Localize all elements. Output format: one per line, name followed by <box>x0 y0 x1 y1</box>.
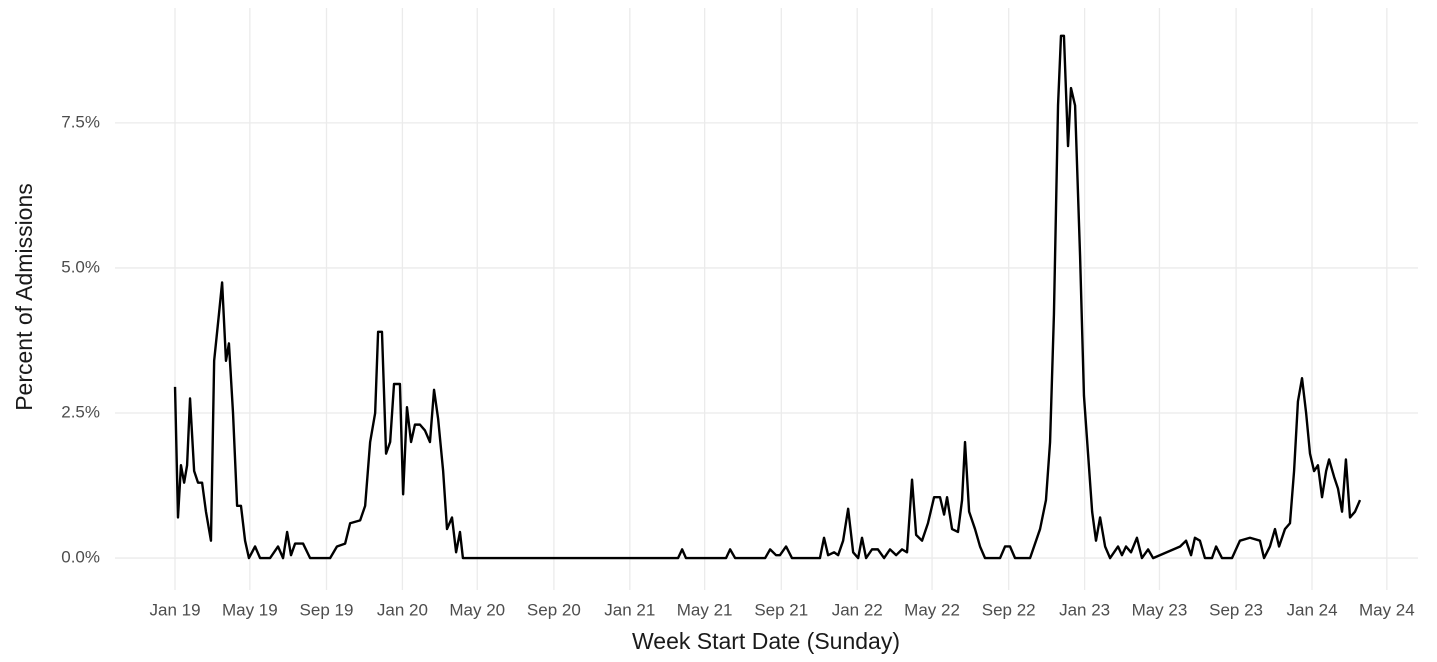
x-tick-label: Jan 19 <box>150 600 201 619</box>
x-tick-label: May 19 <box>222 600 278 619</box>
x-tick-label: Jan 21 <box>604 600 655 619</box>
x-tick-label: Sep 23 <box>1209 600 1263 619</box>
line <box>173 34 1362 560</box>
x-tick-label: May 21 <box>677 600 733 619</box>
x-tick-label: Jan 22 <box>832 600 883 619</box>
x-axis-title: Week Start Date (Sunday) <box>632 628 900 654</box>
x-tick-label: May 24 <box>1359 600 1415 619</box>
x-tick-label: Jan 23 <box>1059 600 1110 619</box>
x-tick-label: May 23 <box>1132 600 1188 619</box>
x-tick-label: Sep 22 <box>982 600 1036 619</box>
x-tick-label: Sep 21 <box>754 600 808 619</box>
x-tick-label: May 20 <box>449 600 505 619</box>
x-tick-label: May 22 <box>904 600 960 619</box>
y-tick-label: 5.0% <box>61 257 100 276</box>
x-tick-label: Sep 20 <box>527 600 581 619</box>
y-tick-label: 2.5% <box>61 403 100 422</box>
x-tick-label: Jan 24 <box>1287 600 1338 619</box>
x-tick-label: Sep 19 <box>300 600 354 619</box>
y-axis-title: Percent of Admissions <box>11 183 37 411</box>
y-tick-label: 0.0% <box>61 548 100 567</box>
x-tick-label: Jan 20 <box>377 600 428 619</box>
grid <box>115 8 1418 590</box>
y-tick-label: 7.5% <box>61 112 100 131</box>
